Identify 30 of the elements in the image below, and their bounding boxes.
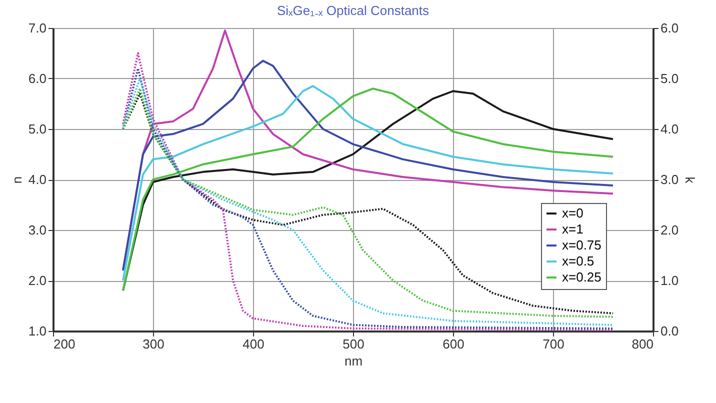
y-tick-label: 1.0: [28, 324, 46, 338]
x-axis-title: nm: [344, 354, 363, 368]
y2-axis-title: k: [682, 176, 698, 184]
y2-tick-label: 1.0: [660, 273, 679, 288]
x-tick-label: 500: [342, 336, 364, 352]
y2-tick-label: 5.0: [660, 71, 679, 86]
y-tick-label: 2.0: [28, 273, 46, 288]
y2-tick-label: 2.0: [660, 222, 679, 238]
x-tick-label: 800: [632, 336, 654, 352]
y-axis-title: n: [9, 176, 24, 184]
y-tick-label: 3.0: [28, 222, 46, 238]
x-tick-label: 300: [142, 336, 164, 352]
legend-label: x=0.5: [562, 254, 594, 268]
y2-tick-label: 3.0: [660, 172, 679, 187]
y-tick-label: 5.0: [28, 122, 46, 136]
legend-label: x=0: [562, 206, 584, 220]
legend-label: x=0.25: [562, 270, 602, 284]
y-tick-label: 6.0: [28, 71, 46, 86]
y2-tick-label: 6.0: [660, 20, 679, 36]
y2-tick-label: 4.0: [660, 122, 679, 136]
legend-label: x=0.75: [562, 238, 602, 252]
x-tick-label: 200: [54, 336, 76, 352]
x-tick-label: 700: [542, 336, 564, 352]
y-tick-label: 7.0: [28, 20, 46, 36]
x-tick-label: 400: [242, 336, 264, 352]
x-tick-label: 600: [442, 336, 464, 352]
y2-tick-label: 0.0: [660, 324, 679, 338]
y-tick-label: 4.0: [28, 172, 46, 187]
legend-label: x=1: [562, 222, 584, 236]
chart-title: SiₓGe₁₋ₓ Optical Constants: [276, 3, 430, 18]
